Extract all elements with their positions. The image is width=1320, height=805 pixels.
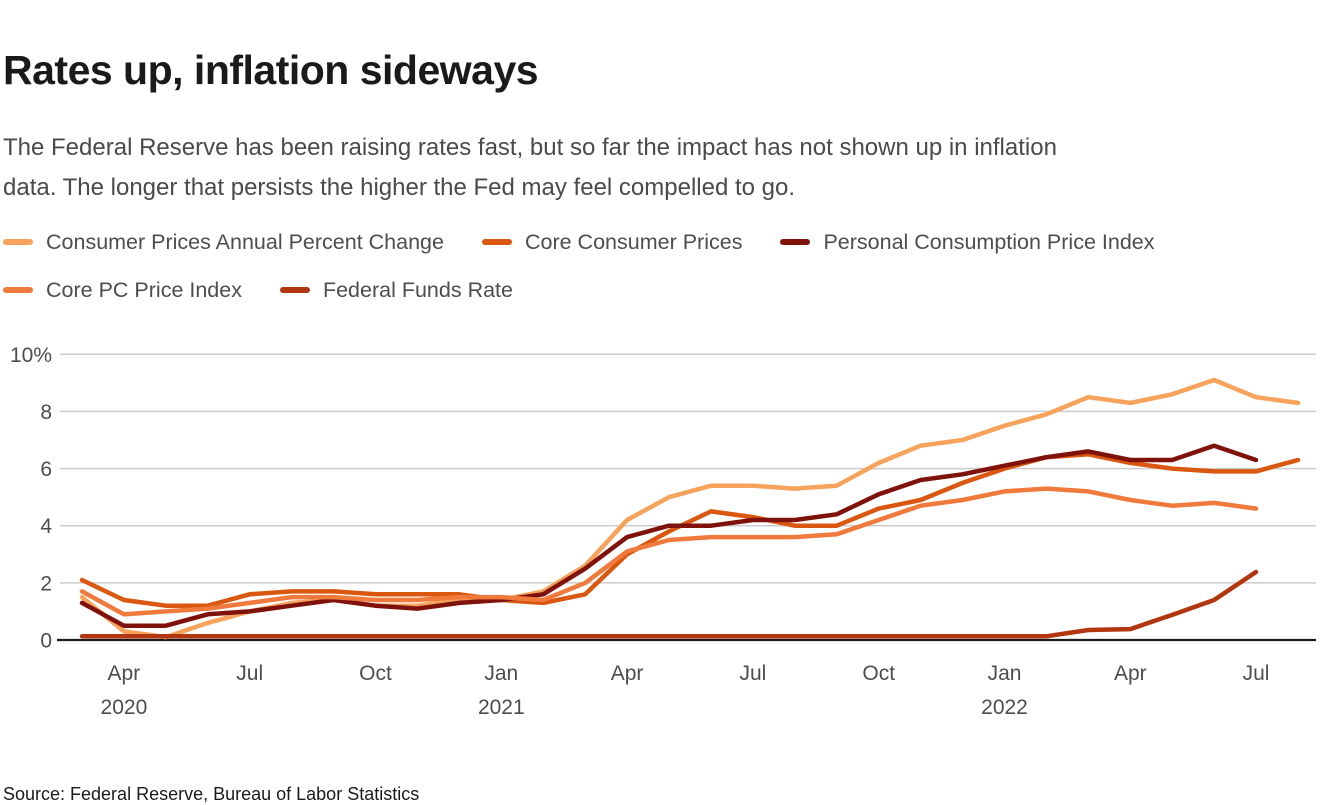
x-tick-label-oct-19: Oct [862,662,895,685]
legend-swatch-core-consumer-prices [481,239,512,245]
legend-swatch-personal-consumption-price-index [780,239,811,245]
x-year-label-2021: 2021 [478,696,525,719]
legend-swatch-consumer-prices-annual-percent-change [3,239,33,245]
x-tick-label-jul-4: Jul [236,662,263,685]
series-line-federal-funds-rate [79,569,1259,639]
y-tick-label-10: 10% [10,344,52,367]
x-tick-label-apr-1: Apr [108,662,141,685]
x-tick-label-jul-28: Jul [1243,662,1270,685]
inflation-rates-line-chart: 0 2 4 6 8 10% Apr 2020 Jul Oct Jan 2021 Apr Jul Oct Jan… [10,344,1316,719]
legend-item-core-consumer-prices: Core Consumer Prices [481,226,743,258]
chart-legend: Consumer Prices Annual Percent Change Cor… [3,226,1298,306]
x-year-label-2020: 2020 [101,696,148,719]
y-tick-label-0: 0 [40,630,52,653]
chart-subtitle: The Federal Reserve has been raising rat… [3,134,1057,201]
y-tick-label-2: 2 [40,572,52,595]
legend-label: Personal Consumption Price Index [823,229,1155,254]
legend-label: Federal Funds Rate [322,277,513,302]
legend-item-personal-consumption-price-index: Personal Consumption Price Index [780,226,1155,258]
series-line-consumer-prices-annual-percent-change [79,377,1301,640]
y-tick-label-8: 8 [40,401,52,424]
x-tick-label-jan-10: Jan [484,662,518,685]
legend-item-core-pc-price-index: Core PC Price Index [3,274,242,306]
x-year-label-2022: 2022 [981,696,1028,719]
legend-swatch-federal-funds-rate [279,287,310,293]
legend-item-consumer-prices-annual-percent-change: Consumer Prices Annual Percent Change [3,226,444,258]
series-line-core-pc-price-index [79,486,1259,617]
y-tick-label-4: 4 [40,515,52,538]
legend-item-federal-funds-rate: Federal Funds Rate [279,274,513,306]
x-tick-label-jul-16: Jul [739,662,766,685]
y-tick-label-6: 6 [40,458,52,481]
legend-swatch-core-pc-price-index [3,287,33,293]
source-note: Source: Federal Reserve, Bureau of Labor… [3,784,420,804]
legend-label: Core PC Price Index [46,277,242,302]
legend-label: Core Consumer Prices [524,229,743,254]
x-tick-label-oct-7: Oct [359,662,392,685]
x-tick-label-jan-22: Jan [988,662,1022,685]
x-tick-label-apr-13: Apr [611,662,644,685]
series-line-personal-consumption-price-index [79,443,1259,628]
legend-label: Consumer Prices Annual Percent Change [46,229,444,254]
x-tick-label-apr-25: Apr [1114,662,1147,685]
page-title: Rates up, inflation sideways [3,47,539,94]
series-line-core-consumer-prices [79,452,1301,608]
